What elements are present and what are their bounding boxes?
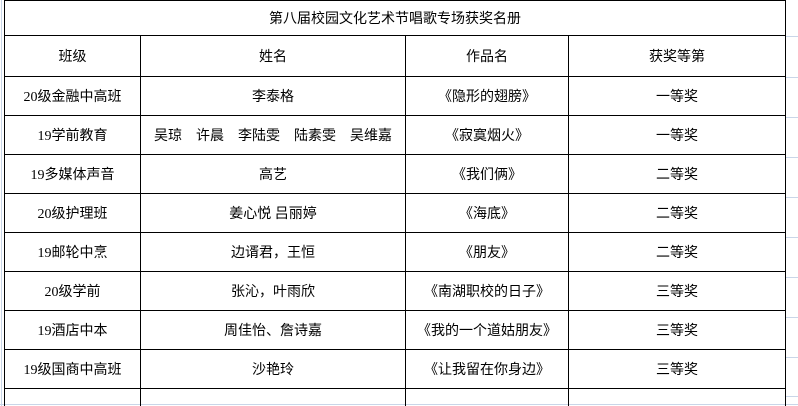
cell-empty[interactable] <box>405 388 569 406</box>
gridline <box>786 77 798 78</box>
cell-award[interactable]: 二等奖 <box>568 154 786 194</box>
cell-work[interactable]: 《朋友》 <box>405 232 569 272</box>
gridline <box>786 277 798 278</box>
cell-class[interactable]: 19级国商中高班 <box>4 349 141 389</box>
cell-award[interactable]: 三等奖 <box>568 271 786 311</box>
cell-work[interactable]: 《隐形的翅膀》 <box>405 76 569 116</box>
table-row: 20级学前 张沁，叶雨欣 《南湖职校的日子》 三等奖 <box>4 271 786 311</box>
cell-work[interactable]: 《寂寞烟火》 <box>405 115 569 155</box>
cell-award[interactable]: 三等奖 <box>568 310 786 350</box>
table-title[interactable]: 第八届校园文化艺术节唱歌专场获奖名册 <box>4 0 786 36</box>
cell-names[interactable]: 吴琼 许晨 李陆雯 陆素雯 吴维嘉 <box>140 115 406 155</box>
table-row: 20级护理班 姜心悦 吕丽婷 《海底》 二等奖 <box>4 193 786 233</box>
gridline <box>786 36 798 37</box>
cell-names[interactable]: 张沁，叶雨欣 <box>140 271 406 311</box>
gridline <box>786 117 798 118</box>
gridline <box>786 317 798 318</box>
cell-class[interactable]: 19邮轮中烹 <box>4 232 141 272</box>
cell-class[interactable]: 20级学前 <box>4 271 141 311</box>
table-row: 19学前教育 吴琼 许晨 李陆雯 陆素雯 吴维嘉 《寂寞烟火》 一等奖 <box>4 115 786 155</box>
gridline <box>786 396 798 397</box>
cell-work[interactable]: 《我的一个道姑朋友》 <box>405 310 569 350</box>
table-row: 19邮轮中烹 边谞君，王恒 《朋友》 二等奖 <box>4 232 786 272</box>
cell-empty[interactable] <box>568 388 786 406</box>
column-header-award[interactable]: 获奖等第 <box>568 35 786 77</box>
table-row: 20级金融中高班 李泰格 《隐形的翅膀》 一等奖 <box>4 76 786 116</box>
cell-class[interactable]: 20级金融中高班 <box>4 76 141 116</box>
gridline <box>786 157 798 158</box>
table-row: 19多媒体声音 高艺 《我们俩》 二等奖 <box>4 154 786 194</box>
cell-class[interactable]: 20级护理班 <box>4 193 141 233</box>
cell-names[interactable]: 李泰格 <box>140 76 406 116</box>
cell-class[interactable]: 19多媒体声音 <box>4 154 141 194</box>
cell-work[interactable]: 《让我留在你身边》 <box>405 349 569 389</box>
cell-class[interactable]: 19学前教育 <box>4 115 141 155</box>
column-header-names[interactable]: 姓名 <box>140 35 406 77</box>
column-header-work[interactable]: 作品名 <box>405 35 569 77</box>
cell-empty[interactable] <box>140 388 406 406</box>
cell-empty[interactable] <box>4 388 141 406</box>
awards-table: 第八届校园文化艺术节唱歌专场获奖名册 班级 姓名 作品名 获奖等第 20级金融中… <box>4 0 786 406</box>
cell-names[interactable]: 高艺 <box>140 154 406 194</box>
column-header-class[interactable]: 班级 <box>4 35 141 77</box>
gridline <box>786 197 798 198</box>
cell-work[interactable]: 《我们俩》 <box>405 154 569 194</box>
gridline <box>1 0 2 406</box>
cell-award[interactable]: 一等奖 <box>568 76 786 116</box>
cell-award[interactable]: 三等奖 <box>568 349 786 389</box>
table-row-empty <box>4 388 786 406</box>
cell-names[interactable]: 沙艳玲 <box>140 349 406 389</box>
cell-class[interactable]: 19酒店中本 <box>4 310 141 350</box>
table-row: 19级国商中高班 沙艳玲 《让我留在你身边》 三等奖 <box>4 349 786 389</box>
gridline <box>786 357 798 358</box>
cell-names[interactable]: 姜心悦 吕丽婷 <box>140 193 406 233</box>
table-row: 19酒店中本 周佳怡、詹诗嘉 《我的一个道姑朋友》 三等奖 <box>4 310 786 350</box>
cell-award[interactable]: 二等奖 <box>568 232 786 272</box>
gridline <box>786 237 798 238</box>
cell-names[interactable]: 边谞君，王恒 <box>140 232 406 272</box>
cell-award[interactable]: 一等奖 <box>568 115 786 155</box>
cell-work[interactable]: 《南湖职校的日子》 <box>405 271 569 311</box>
cell-award[interactable]: 二等奖 <box>568 193 786 233</box>
cell-work[interactable]: 《海底》 <box>405 193 569 233</box>
cell-names[interactable]: 周佳怡、詹诗嘉 <box>140 310 406 350</box>
